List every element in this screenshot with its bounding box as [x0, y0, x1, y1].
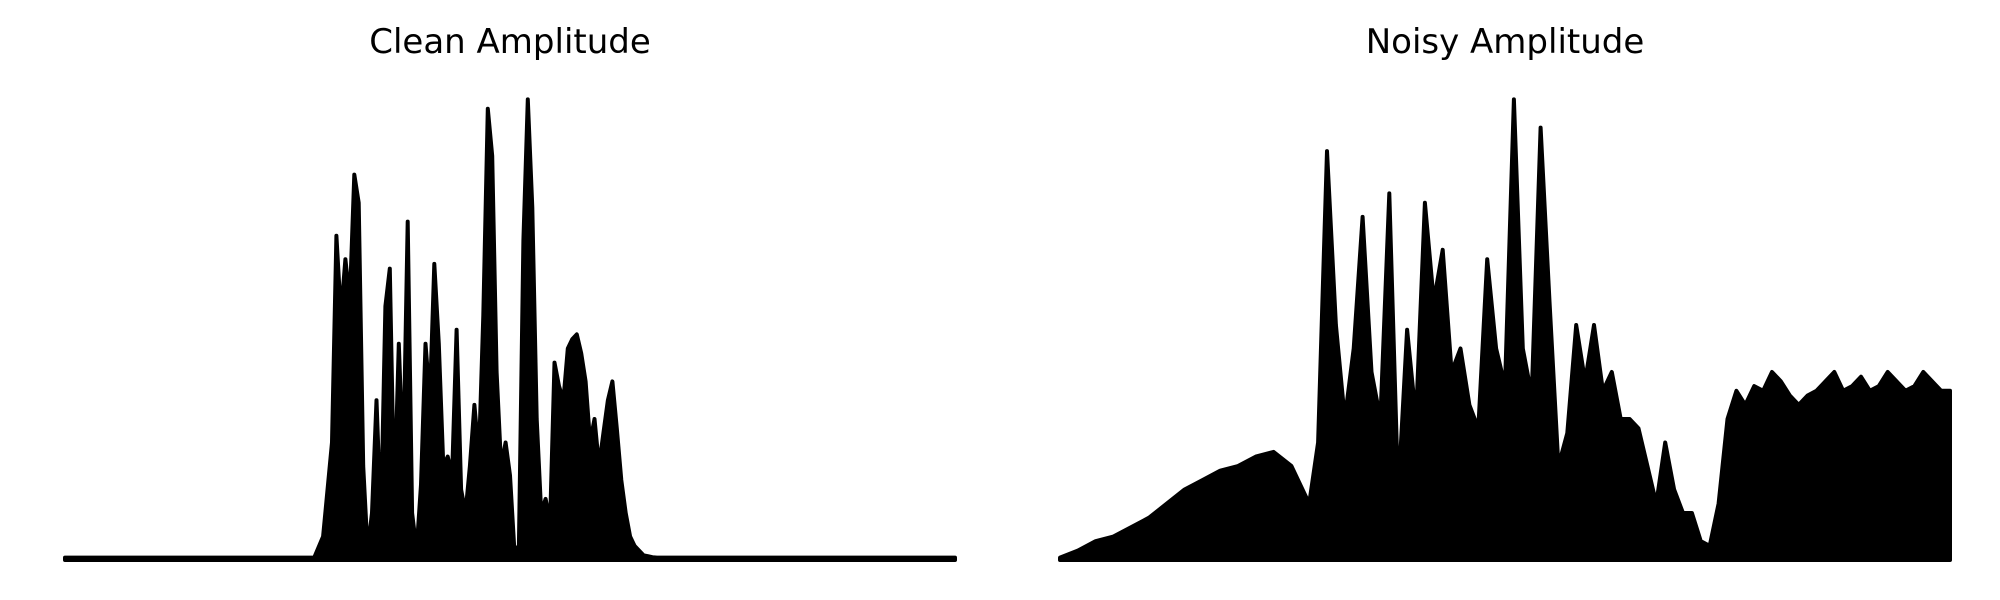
amplitude-area: [1058, 97, 1952, 562]
clean-amplitude-chart: Clean Amplitude: [60, 0, 960, 600]
chart-title: Clean Amplitude: [369, 22, 651, 62]
noisy-amplitude-plot: [1058, 97, 1952, 562]
noisy-amplitude-chart: Noisy Amplitude: [1055, 0, 1955, 600]
amplitude-area: [63, 97, 957, 562]
clean-amplitude-plot: [63, 97, 957, 562]
chart-title: Noisy Amplitude: [1365, 22, 1645, 62]
